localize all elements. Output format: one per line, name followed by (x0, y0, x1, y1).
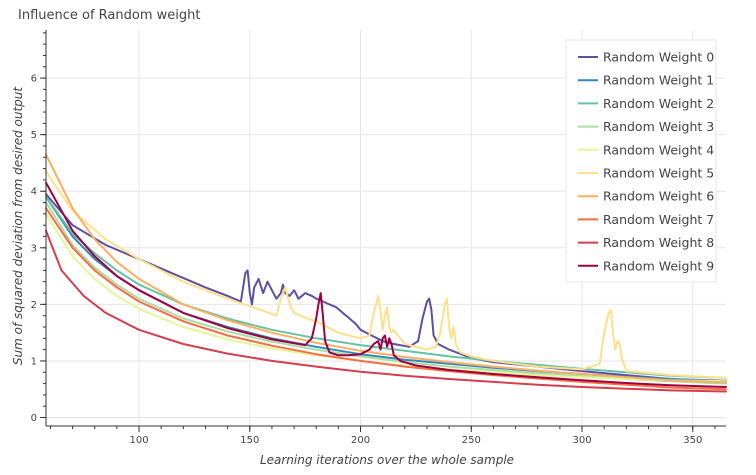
series-line (45, 229, 727, 393)
axes: 100 150 200 250 300 350 0 1 2 3 4 5 6 (31, 30, 726, 446)
legend: Random Weight 0 Random Weight 1 Random Wei… (565, 39, 717, 283)
legend-label: Random Weight 9 (603, 258, 714, 273)
x-tick-label: 200 (351, 435, 370, 446)
y-tick-label: 5 (31, 130, 37, 141)
legend-label: Random Weight 0 (603, 50, 714, 65)
x-tick-label: 150 (240, 435, 259, 446)
y-axis-label: Sum of squared deviation from desired ou… (11, 86, 25, 365)
legend-label: Random Weight 2 (603, 96, 714, 111)
x-tick-label: 350 (683, 435, 702, 446)
legend-label: Random Weight 8 (603, 235, 714, 250)
y-tick-label: 6 (31, 74, 37, 85)
y-tick-label: 2 (31, 300, 37, 311)
legend-label: Random Weight 5 (603, 166, 714, 181)
y-tick-label: 0 (31, 413, 37, 424)
series-line (45, 207, 727, 391)
x-tick-label: 100 (129, 435, 148, 446)
series-layer (45, 153, 727, 393)
legend-label: Random Weight 7 (603, 212, 714, 227)
series-line (45, 153, 727, 384)
y-tick-label: 1 (31, 356, 37, 367)
legend-label: Random Weight 3 (603, 119, 714, 134)
chart-title: Influence of Random weight (18, 8, 200, 23)
legend-label: Random Weight 6 (603, 189, 714, 204)
legend-label: Random Weight 4 (603, 142, 714, 157)
x-tick-label: 250 (462, 435, 481, 446)
series-line (45, 193, 727, 384)
series-line (45, 195, 727, 379)
legend-label: Random Weight 1 (603, 73, 714, 88)
y-tick-label: 3 (31, 243, 37, 254)
x-tick-label: 300 (572, 435, 591, 446)
series-line (45, 170, 727, 379)
y-tick-label: 4 (31, 187, 37, 198)
x-axis-label: Learning iterations over the whole sampl… (260, 453, 514, 467)
series-line (45, 181, 727, 388)
